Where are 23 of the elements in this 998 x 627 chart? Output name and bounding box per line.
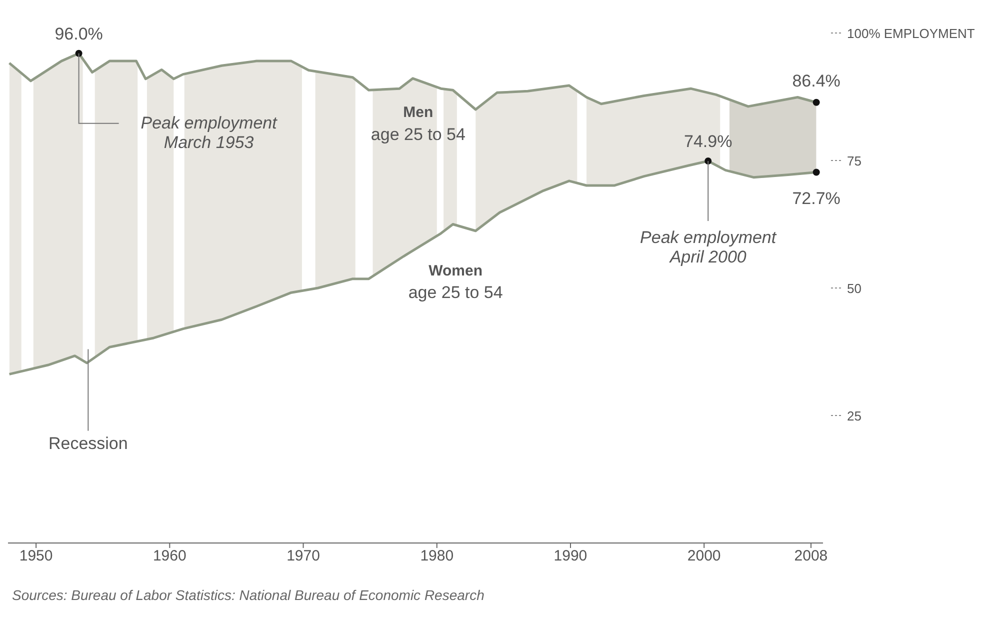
annotation: Peak employment March 1953 xyxy=(140,113,278,152)
annotation: 86.4% xyxy=(792,71,840,90)
y-tick-label: 50 xyxy=(847,281,862,296)
annotation: Peak employment April 2000 xyxy=(640,228,778,267)
x-tick-label: 2008 xyxy=(794,548,828,565)
annotation: age 25 to 54 xyxy=(408,283,503,302)
y-tick-label: 25 xyxy=(847,408,862,424)
source-note: Sources: Bureau of Labor Statistics: National Bureau of Economic Research xyxy=(12,587,484,603)
annotation: 96.0% xyxy=(54,24,103,44)
annotation: Recession xyxy=(48,434,128,453)
x-tick-label: 2000 xyxy=(687,548,721,565)
x-tick-label: 1970 xyxy=(286,548,320,565)
series-label: Women xyxy=(428,262,483,280)
x-tick-label: 1980 xyxy=(420,548,454,565)
x-tick-label: 1990 xyxy=(554,548,588,565)
annotation: 72.7% xyxy=(792,189,840,208)
annotation: 74.9% xyxy=(684,132,732,152)
annotation: age 25 to 54 xyxy=(370,125,466,144)
x-tick-label: 1960 xyxy=(152,548,186,565)
y-tick-label: 75 xyxy=(847,154,862,168)
x-tick-label: 1950 xyxy=(19,548,53,565)
y-tick-label: 100% EMPLOYMENT xyxy=(847,26,975,41)
series-label: Men xyxy=(403,104,434,122)
